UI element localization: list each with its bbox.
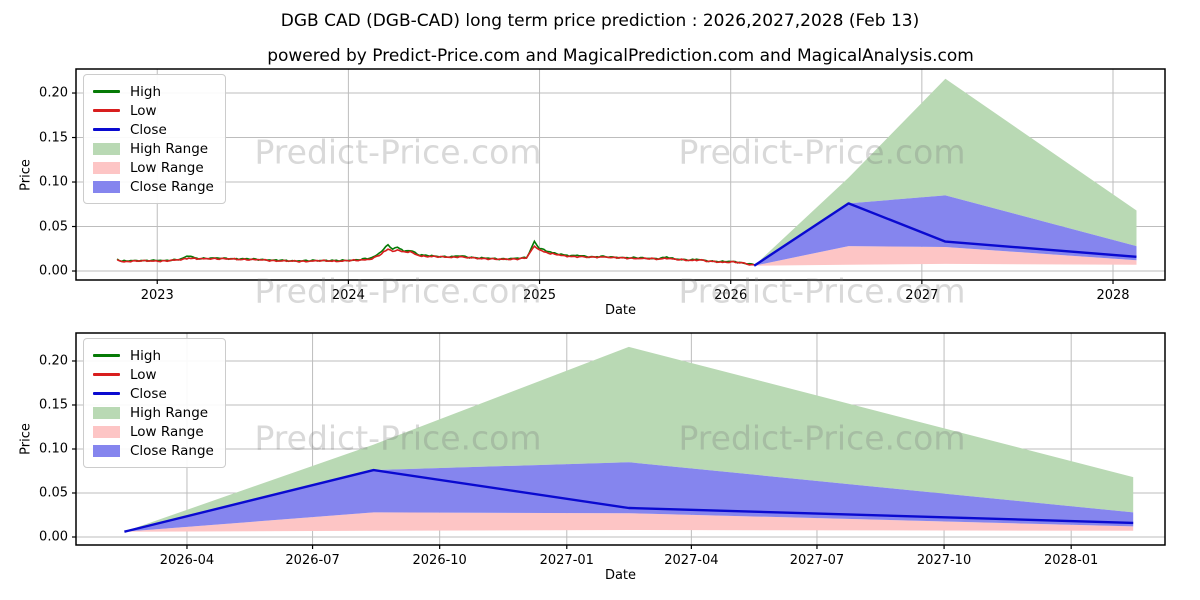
low-swatch-icon [93, 109, 120, 112]
legend-item: High [93, 346, 214, 365]
close-swatch-icon [93, 128, 120, 131]
legend-item: Low [93, 101, 214, 120]
legend-label: High [130, 83, 162, 100]
y-tick-label: 0.20 [39, 85, 68, 101]
close-forecast-line [753, 202, 1137, 267]
x-tick-label: 2025 [522, 288, 557, 303]
legend-label: High [130, 347, 162, 364]
x-tick-label: 2026-07 [285, 553, 340, 568]
close-forecast-line [124, 468, 1134, 533]
close-swatch-icon [93, 392, 120, 395]
legend-label: Close Range [130, 442, 214, 459]
legend-label: Low [130, 366, 157, 383]
legend-label: High Range [130, 404, 209, 421]
legend-label: High Range [130, 140, 209, 157]
x-tick-label: 2027-10 [916, 553, 972, 568]
x-axis-label-bottom: Date [604, 568, 637, 583]
low-swatch-icon [93, 373, 120, 376]
high-range-area [754, 78, 1137, 266]
legend-item: Close [93, 384, 214, 403]
x-tick-label: 2026 [714, 288, 748, 303]
x-tick-label: 2026-04 [159, 553, 215, 568]
plot-canvas [72, 332, 1166, 549]
y-tick-label: 0.10 [39, 441, 68, 457]
legend-item: Low [93, 365, 214, 384]
x-tick-label: 2023 [140, 288, 174, 303]
x-tick-label: 2026-10 [412, 553, 467, 568]
low-range-area [124, 512, 1134, 532]
legend-label: Low [130, 102, 157, 119]
legend-item: Close Range [93, 177, 214, 196]
legend: High Low Close High Range Low Range Close Ran… [83, 74, 226, 204]
legend-label: Low Range [130, 159, 204, 176]
legend-label: Low Range [130, 423, 204, 440]
legend-label: Close [130, 121, 167, 138]
y-axis-label-bottom: Price [18, 423, 34, 455]
figure-subtitle: powered by Predict-Price.com and Magical… [267, 46, 974, 66]
y-tick-label: 0.05 [39, 219, 68, 235]
x-tick-label: 2027-04 [664, 553, 719, 568]
high-history-line [116, 239, 755, 266]
legend-item: Low Range [93, 422, 214, 441]
x-axis-label-top: Date [604, 303, 637, 318]
low-range-swatch-icon [93, 425, 120, 438]
x-tick-label: 2028-01 [1044, 553, 1099, 568]
long-term-chart: 2023 2024 2025 2026 2027 2028 0.00 0.05 0.10 0.15… [39, 68, 1166, 303]
x-tick-label: 2024 [331, 288, 365, 303]
high-swatch-icon [93, 90, 120, 93]
y-axis-label-top: Price [18, 159, 34, 191]
legend: High Low Close High Range Low Range Close Ran… [83, 338, 226, 468]
legend-item: Close [93, 120, 214, 139]
y-tick-label: 0.15 [39, 130, 68, 146]
legend-label: Close Range [130, 178, 214, 195]
high-range-swatch-icon [93, 406, 120, 419]
high-range-area [124, 346, 1134, 532]
low-history-line [116, 245, 755, 266]
figure-title: DGB CAD (DGB-CAD) long term price predic… [280, 11, 920, 31]
x-tick-label: 2027-01 [539, 553, 594, 568]
legend-item: High [93, 82, 214, 101]
legend-item: High Range [93, 139, 214, 158]
y-tick-label: 0.10 [39, 174, 68, 190]
legend-label: Close [130, 385, 167, 402]
high-swatch-icon [93, 354, 120, 357]
legend-item: Low Range [93, 158, 214, 177]
high-range-swatch-icon [93, 142, 120, 155]
low-range-area [754, 246, 1137, 266]
x-tick-label: 2027 [905, 288, 939, 303]
y-tick-label: 0.15 [39, 397, 68, 413]
forecast-detail-chart: 2026-04 2026-07 2026-10 2027-01 2027-04 2027-… [39, 332, 1166, 568]
close-range-swatch-icon [93, 180, 120, 193]
y-tick-label: 0.20 [39, 353, 68, 369]
close-range-swatch-icon [93, 444, 120, 457]
y-tick-label: 0.00 [39, 529, 68, 545]
low-range-swatch-icon [93, 161, 120, 174]
y-tick-label: 0.05 [39, 485, 68, 501]
y-tick-label: 0.00 [39, 263, 68, 279]
plot-canvas [72, 68, 1166, 284]
x-tick-label: 2027-07 [789, 553, 845, 568]
legend-item: Close Range [93, 441, 214, 460]
x-tick-label: 2028 [1096, 288, 1130, 303]
legend-item: High Range [93, 403, 214, 422]
